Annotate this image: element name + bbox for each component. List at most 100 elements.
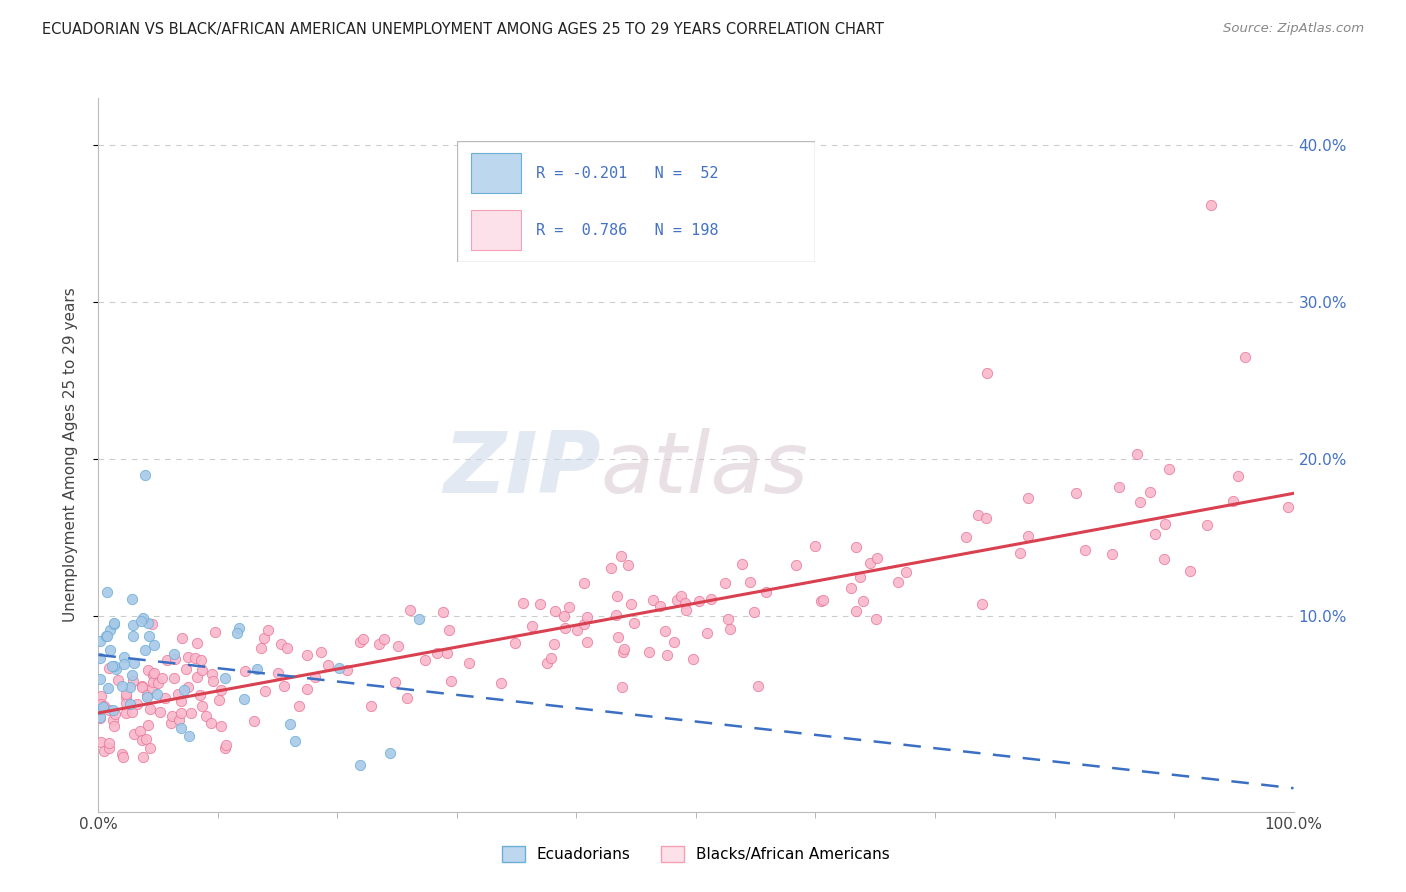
Point xyxy=(143,666,166,681)
Point xyxy=(148,675,170,690)
Point xyxy=(865,612,887,626)
Point xyxy=(328,661,350,675)
Point xyxy=(655,648,678,663)
Point xyxy=(755,584,778,599)
Point xyxy=(1157,462,1180,476)
Point xyxy=(97,703,120,717)
Point xyxy=(544,604,567,618)
Point xyxy=(267,665,290,680)
Point xyxy=(215,739,238,753)
Point xyxy=(866,551,889,566)
Point xyxy=(1064,485,1087,500)
Point xyxy=(316,658,339,673)
Point xyxy=(1128,495,1150,509)
Point xyxy=(1108,480,1130,494)
Point xyxy=(131,733,153,747)
Point xyxy=(110,679,132,693)
Point xyxy=(396,690,419,705)
Point xyxy=(136,690,159,705)
Point xyxy=(97,681,120,696)
Point xyxy=(235,665,257,679)
Point xyxy=(270,637,292,651)
Point xyxy=(859,556,882,570)
Point xyxy=(974,511,997,525)
Point xyxy=(111,749,134,764)
Point xyxy=(176,661,198,675)
Point xyxy=(190,698,212,713)
Point xyxy=(529,597,551,611)
Point xyxy=(209,682,232,697)
Point xyxy=(143,638,166,652)
Point xyxy=(101,659,124,673)
Point xyxy=(149,705,172,719)
Point xyxy=(623,615,645,630)
Point xyxy=(115,687,138,701)
Point xyxy=(132,749,155,764)
Point xyxy=(125,697,148,711)
Point xyxy=(387,639,409,653)
Point xyxy=(160,709,183,723)
Point xyxy=(141,617,163,632)
Point xyxy=(201,667,224,681)
Point xyxy=(104,662,127,676)
Point xyxy=(852,594,875,608)
Point xyxy=(96,629,118,643)
Point xyxy=(97,741,120,756)
Point xyxy=(349,635,371,649)
Point xyxy=(648,599,671,614)
Point xyxy=(131,679,153,693)
Point xyxy=(976,366,998,380)
Point xyxy=(682,652,704,666)
Point xyxy=(558,599,581,614)
Point xyxy=(90,689,112,703)
Point xyxy=(696,626,718,640)
Point xyxy=(121,629,143,643)
Point xyxy=(1017,491,1039,505)
Point xyxy=(118,680,141,694)
Point xyxy=(1195,517,1218,532)
Point xyxy=(208,692,231,706)
Point xyxy=(129,724,152,739)
Point xyxy=(700,592,723,607)
Point xyxy=(665,593,688,607)
Point xyxy=(399,603,422,617)
Point xyxy=(1178,564,1201,578)
Point xyxy=(89,702,111,716)
Point xyxy=(1017,529,1039,543)
Point xyxy=(172,631,194,645)
Point xyxy=(714,576,737,591)
Point xyxy=(437,623,460,637)
Point xyxy=(253,631,276,645)
Point xyxy=(489,675,512,690)
Point xyxy=(96,630,118,644)
Point xyxy=(180,706,202,721)
Point xyxy=(98,623,121,637)
Point xyxy=(177,680,200,694)
Point xyxy=(1010,546,1032,560)
Point xyxy=(200,715,222,730)
Point xyxy=(606,589,628,603)
Point xyxy=(214,741,236,756)
Point xyxy=(142,668,165,682)
Point xyxy=(654,624,676,638)
Point xyxy=(156,653,179,667)
Point xyxy=(112,650,135,665)
Point xyxy=(1126,447,1149,461)
Point xyxy=(250,640,273,655)
Point xyxy=(91,700,114,714)
Point xyxy=(620,597,643,611)
Point xyxy=(190,653,212,667)
Point xyxy=(673,596,696,610)
Point xyxy=(1222,494,1244,508)
Point xyxy=(191,663,214,677)
Point xyxy=(186,670,208,684)
Point xyxy=(136,717,159,731)
Point xyxy=(605,607,627,622)
Point xyxy=(136,688,159,702)
Point xyxy=(520,619,543,633)
Point xyxy=(574,575,596,590)
Point xyxy=(458,656,481,670)
Point xyxy=(368,637,391,651)
Text: Source: ZipAtlas.com: Source: ZipAtlas.com xyxy=(1223,22,1364,36)
Point xyxy=(186,636,208,650)
